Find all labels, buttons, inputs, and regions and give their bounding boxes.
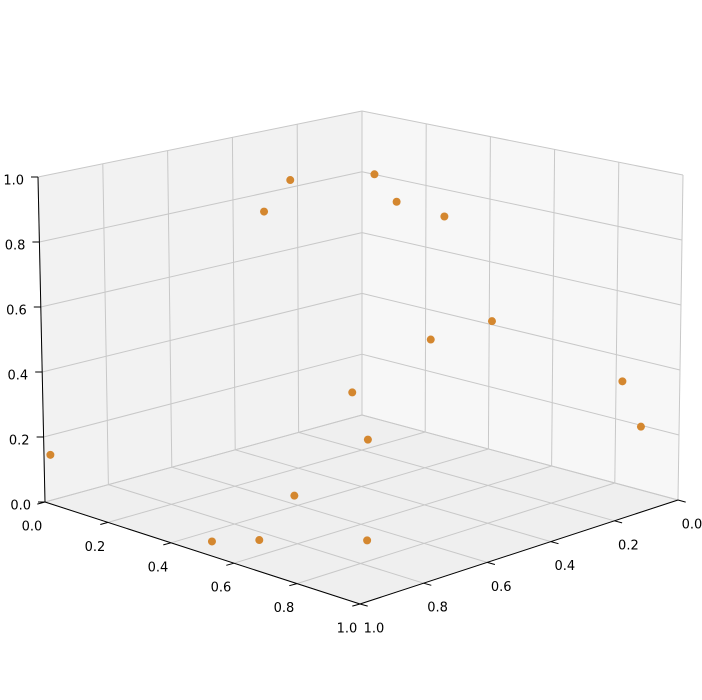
x-tick: [100, 521, 109, 525]
point: [255, 536, 264, 545]
x-tick-label: 0.2: [85, 540, 106, 555]
grid-line: [42, 292, 363, 373]
z-tick-label: 0.2: [9, 434, 30, 449]
point: [440, 212, 449, 221]
y-tick: [677, 499, 686, 503]
grid-line: [102, 163, 109, 485]
point: [363, 536, 372, 545]
point: [260, 207, 269, 216]
left-pane: [38, 111, 362, 502]
grid-line: [37, 110, 363, 178]
point: [392, 197, 401, 206]
grid-line: [167, 150, 173, 468]
grid-line: [361, 110, 684, 176]
y-tick: [614, 520, 623, 524]
grid-line: [44, 414, 363, 503]
grid-line: [298, 431, 615, 522]
point: [207, 537, 216, 546]
grid-line: [40, 232, 363, 308]
x-tick-label: 0.8: [274, 601, 295, 616]
y-tick-label: 0.2: [618, 538, 639, 553]
z-tick-label: 1.0: [3, 174, 24, 189]
point: [286, 176, 295, 185]
y-tick-label: 1.0: [364, 622, 385, 637]
z-tick-label: 0.0: [10, 499, 31, 514]
point: [487, 317, 496, 326]
grid-line: [296, 124, 300, 433]
y-tick-label: 0.0: [682, 518, 702, 533]
y-tick: [423, 582, 432, 586]
z-tick-label: 0.6: [6, 304, 27, 319]
y-tick-label: 0.6: [491, 580, 512, 595]
grid-line: [487, 136, 491, 450]
grid-line: [361, 232, 682, 306]
grid-line: [39, 171, 363, 243]
x-tick: [352, 603, 361, 607]
grid-line: [296, 482, 615, 585]
x-tick-label: 0.4: [148, 560, 169, 575]
x-tick: [289, 583, 298, 587]
point: [290, 491, 299, 500]
point: [370, 170, 379, 179]
floor-pane: [45, 415, 678, 604]
z-tick-label: 0.4: [8, 369, 29, 384]
right-pane: [362, 111, 683, 500]
grid-line: [107, 431, 426, 523]
y-tick-label: 0.8: [427, 601, 448, 616]
grid-line: [231, 137, 236, 450]
grid-line: [235, 449, 551, 543]
x-axis-line: [44, 501, 361, 605]
point: [363, 435, 372, 444]
y-tick: [359, 603, 368, 607]
y-tick: [487, 561, 496, 565]
x-tick: [226, 562, 235, 566]
grid-line: [424, 123, 427, 433]
grid-line: [233, 465, 552, 564]
y-tick: [550, 541, 559, 545]
grid-line: [171, 466, 488, 563]
x-tick: [163, 542, 172, 546]
point: [426, 335, 435, 344]
grid-line: [614, 162, 620, 484]
x-tick-label: 0.6: [211, 581, 232, 596]
z-tick-label: 0.8: [5, 239, 26, 254]
point: [618, 377, 627, 386]
grid-line: [361, 414, 679, 501]
y-tick-label: 0.4: [554, 559, 575, 574]
grid-line: [108, 484, 424, 584]
point: [46, 450, 55, 459]
grid-line: [551, 149, 556, 467]
z-axis-line: [37, 176, 46, 503]
grid-line: [170, 448, 489, 544]
grid-line: [677, 174, 684, 501]
x-tick-label: 1.0: [337, 622, 358, 637]
point: [636, 422, 645, 431]
grid-line: [43, 353, 363, 438]
grid-line: [361, 353, 680, 436]
grid-line: [361, 292, 681, 371]
grid-line: [361, 171, 683, 241]
point: [348, 388, 357, 397]
x-tick-label: 0.0: [22, 520, 43, 535]
y-axis-line: [359, 499, 679, 605]
